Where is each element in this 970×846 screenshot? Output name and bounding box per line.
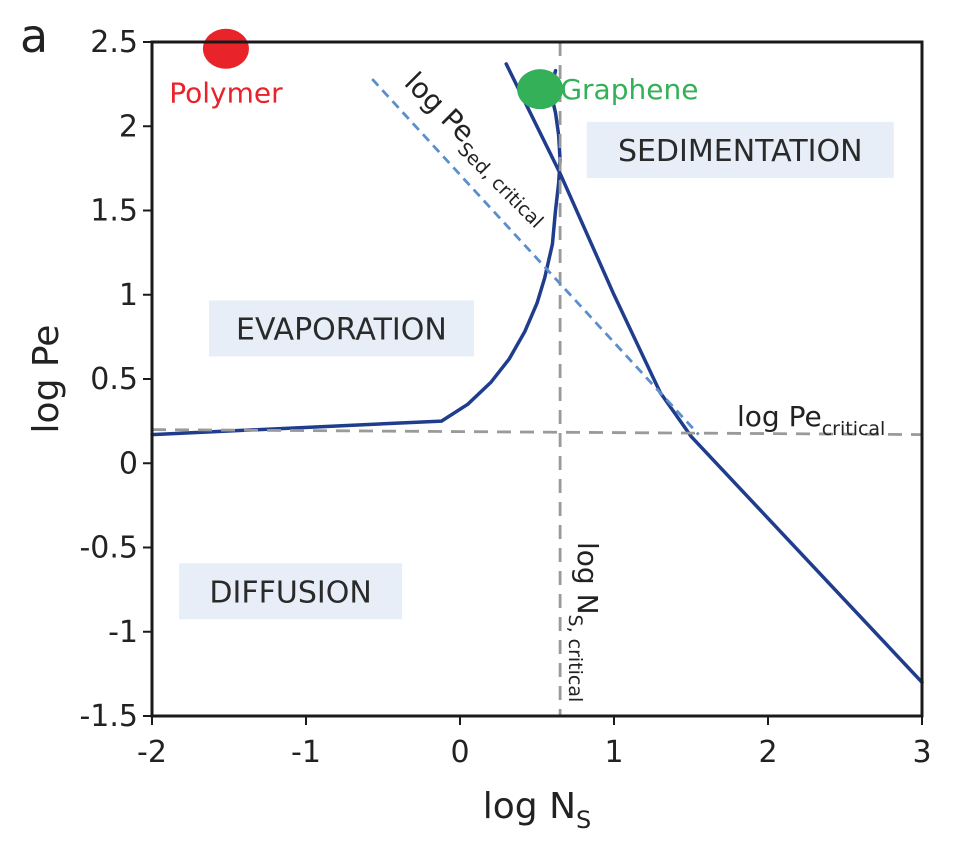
region-background xyxy=(208,300,474,357)
marker-dot xyxy=(202,28,249,69)
region-evaporation: EVAPORATION xyxy=(208,300,474,357)
marker-label: Graphene xyxy=(560,73,698,106)
label-log-pe-critical-sub: critical xyxy=(822,418,886,440)
x-tick-label: 0 xyxy=(450,735,469,770)
region-sedimentation: SEDIMENTATION xyxy=(586,121,894,178)
label-log-ns-critical-main: log N xyxy=(571,542,604,615)
label-log-ns-critical: log NS, critical xyxy=(564,542,604,702)
y-tick-label: -0.5 xyxy=(79,531,138,566)
y-tick-label: 2 xyxy=(119,109,138,144)
x-tick-label: 2 xyxy=(758,735,777,770)
boundary-line xyxy=(150,68,562,437)
region-label: DIFFUSION xyxy=(209,575,371,610)
y-tick-label: 1.5 xyxy=(90,194,138,229)
label-log-pe-sed-critical-sub: Sed, critical xyxy=(453,138,547,232)
y-axis-title: log Pe xyxy=(26,325,67,434)
region-labels: SEDIMENTATION EVAPORATION DIFFUSION xyxy=(179,121,894,620)
region-background xyxy=(586,121,894,178)
x-axis-title-sub: S xyxy=(576,806,591,834)
x-tick-label: 1 xyxy=(604,735,623,770)
x-axis-title-main: log N xyxy=(483,786,576,827)
y-tick-label: 2.5 xyxy=(90,25,138,60)
region-diffusion: DIFFUSION xyxy=(179,563,403,620)
region-background xyxy=(179,563,403,620)
x-axis-title: log NS xyxy=(483,786,592,834)
label-log-pe-sed-critical-main: log Pe xyxy=(398,66,481,149)
marker-graphene: Graphene xyxy=(517,69,698,110)
boundary-line xyxy=(504,62,924,685)
panel-label: a xyxy=(20,9,48,63)
y-tick-label: 0 xyxy=(119,446,138,481)
x-tick-label: -2 xyxy=(137,735,167,770)
region-label: EVAPORATION xyxy=(236,312,447,347)
dashed-line-log-pe-critical xyxy=(151,428,923,436)
label-log-pe-critical: log Pecritical xyxy=(737,400,885,440)
dashed-line-log-pe-sed-critical xyxy=(371,78,700,436)
label-log-pe-critical-main: log Pe xyxy=(737,400,822,433)
marker-label: Polymer xyxy=(169,77,283,110)
y-tick-label: -1 xyxy=(108,615,138,650)
y-axis-ticks: -1.5 -1 -0.5 0 0.5 1 1.5 2 2.5 xyxy=(79,25,152,734)
y-tick-label: 0.5 xyxy=(90,362,138,397)
y-tick-label: 1 xyxy=(119,278,138,313)
x-tick-label: 3 xyxy=(912,735,931,770)
y-tick-label: -1.5 xyxy=(79,699,138,734)
x-tick-label: -1 xyxy=(291,735,321,770)
region-label: SEDIMENTATION xyxy=(618,134,863,169)
plot-lines xyxy=(150,42,924,716)
label-log-ns-critical-sub: S, critical xyxy=(564,615,586,703)
material-markers: Polymer Graphene xyxy=(169,28,698,110)
x-axis-ticks: -2 -1 0 1 2 3 xyxy=(137,716,932,770)
marker-polymer: Polymer xyxy=(169,28,283,110)
marker-dot xyxy=(517,69,564,110)
